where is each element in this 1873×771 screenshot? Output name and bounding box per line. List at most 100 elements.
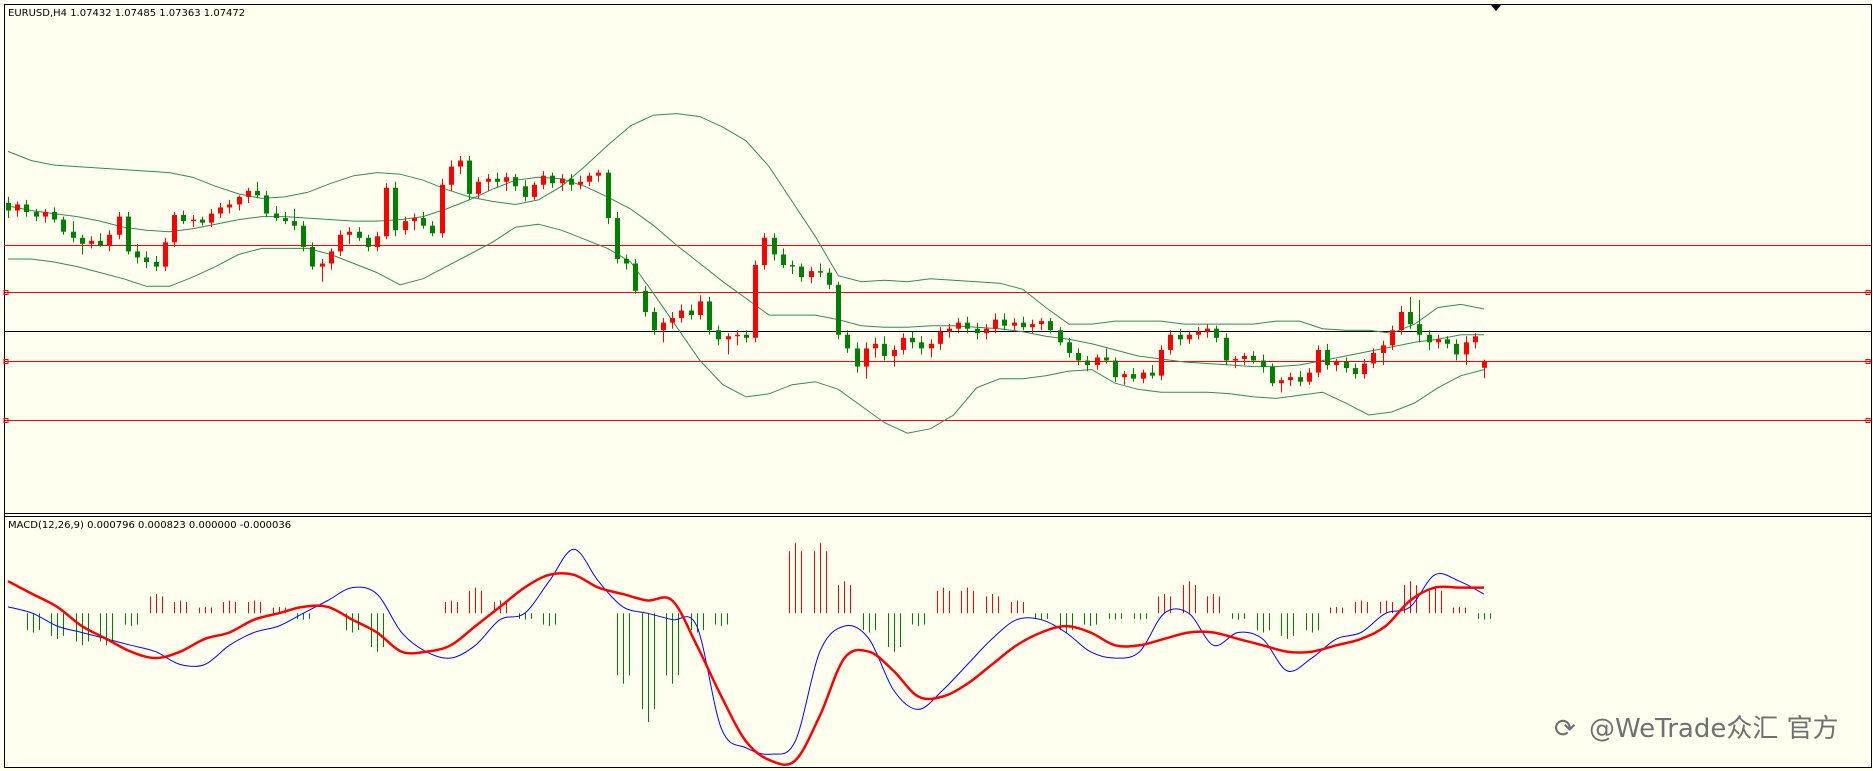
candle-body [1067,342,1072,353]
candle-body [181,215,186,222]
candle-body [1381,345,1386,353]
candle-body [449,166,454,185]
bollinger-lower-line [8,223,1485,434]
candle-body [1427,334,1432,343]
candle-body [1251,355,1256,361]
candle-body [652,312,657,331]
candle-body [882,343,887,356]
candle-body [873,343,878,349]
candle-body [550,175,555,184]
candle-body [965,322,970,329]
candle-body [993,319,998,329]
candle-body [1288,377,1293,381]
candle-body [1214,328,1219,338]
candle-body [836,284,841,335]
candle-body [596,172,601,176]
candle-body [772,237,777,255]
candle-body [209,213,214,223]
candle-body [80,237,85,244]
candle-body [274,213,279,219]
candle-body [560,178,565,184]
candle-body [1270,366,1275,384]
candle-body [218,207,223,214]
level-handle-left [3,359,9,364]
candle-body [661,322,666,331]
candle-body [43,212,48,217]
bollinger-bands-group [7,113,1485,434]
watermark: ⟳ @WeTrade众汇 官方 [1554,714,1839,744]
shift-marker-icon[interactable] [1491,5,1501,11]
candle-body [1454,343,1459,355]
candle-body [191,219,196,222]
candle-body [440,184,445,234]
candle-body [61,219,66,232]
candle-body [1316,349,1321,373]
candle-body [624,259,629,264]
candle-body [52,212,57,220]
candle-body [1113,360,1118,378]
candle-body [1021,322,1026,328]
candle-body [301,225,306,247]
candle-body [1464,342,1469,355]
candle-body [929,343,934,349]
candle-body [1187,334,1192,340]
candle-body [707,301,712,331]
candle-body [1058,330,1063,343]
candle-body [606,172,611,219]
candle-body [1362,363,1367,375]
candle-body [726,336,731,340]
level-handle-left [3,290,9,295]
macd-header: MACD(12,26,9) 0.000796 0.000823 0.000000… [8,520,291,531]
candle-body [126,216,131,252]
bollinger-middle-line [7,176,1484,368]
candle-body [698,301,703,316]
candle-body [246,190,251,197]
candle-body [1242,355,1247,359]
candle-body [919,342,924,349]
candle-body [587,175,592,182]
candle-body [615,218,620,259]
candle-body [1390,330,1395,346]
level-handle-left [3,418,9,423]
candle-body [643,290,648,313]
candle-body [744,334,749,338]
candle-body [329,251,334,264]
candle-body [1122,374,1127,378]
candle-body [1482,361,1487,368]
candle-body [117,216,122,235]
candle-body [403,221,408,231]
candle-body [504,177,509,182]
candle-body [762,237,767,266]
candle-body [513,177,518,187]
candle-body [956,322,961,329]
candle-body [809,271,814,278]
candle-body [799,266,804,278]
candle-body [1085,360,1090,366]
candle-body [1399,312,1404,331]
candle-body [227,204,232,208]
candle-body [107,234,112,246]
candle-body [1030,324,1035,328]
candle-body [163,242,168,267]
candle-body [1417,324,1422,335]
candle-body [135,251,140,258]
candle-body [1298,377,1303,382]
candle-body [1095,357,1100,366]
candle-body [283,218,288,222]
candle-body [818,271,823,273]
candle-body [98,240,103,246]
candle-body [901,337,906,350]
candle-body [486,178,491,182]
candle-body [1224,337,1229,361]
candle-body [1325,349,1330,366]
candle-body [357,231,362,238]
candle-body [1436,339,1441,343]
candle-body [1168,334,1173,350]
candle-body [393,187,398,231]
candle-body [237,196,242,205]
macd-signal-line [7,571,1484,766]
candle-body [1076,352,1081,361]
candle-body [781,254,786,266]
